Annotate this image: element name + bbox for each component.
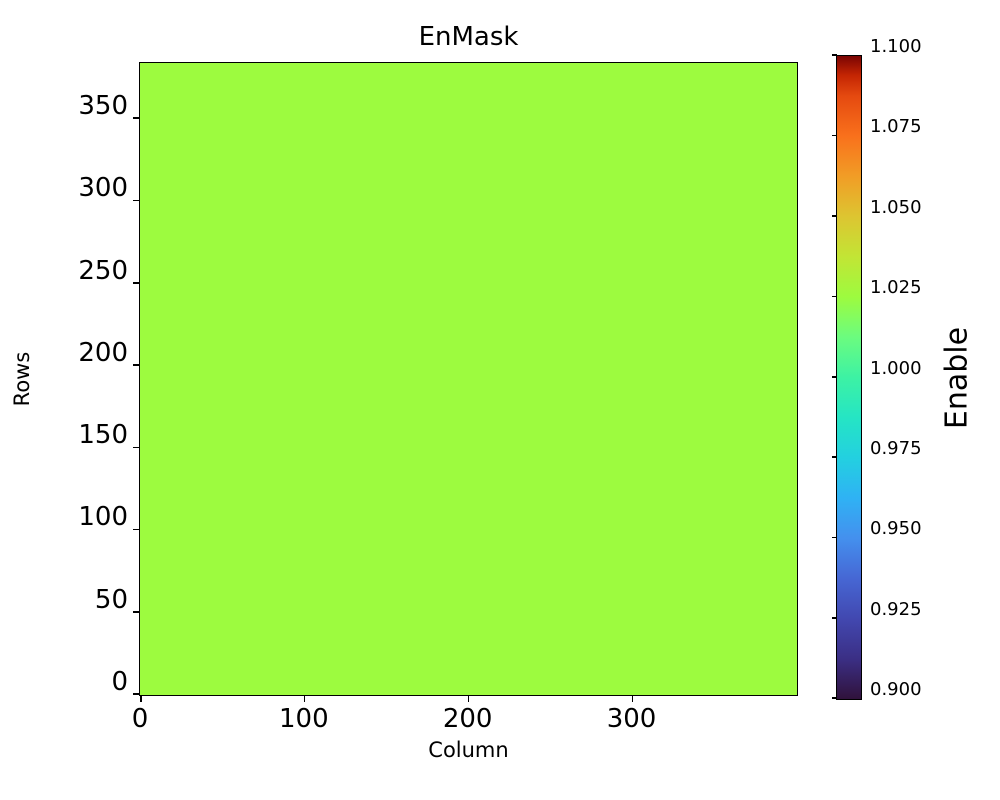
colorbar-tick: [832, 456, 837, 458]
colorbar-tick: [832, 134, 837, 137]
x-axis-tick-label: 200: [442, 704, 493, 734]
colorbar-tick: [832, 697, 837, 699]
y-axis-tick: [133, 693, 140, 695]
y-axis-tick-label: 350: [78, 90, 128, 121]
x-axis-label: Column: [428, 738, 509, 762]
x-axis-tick: [631, 695, 634, 702]
y-axis-tick: [133, 611, 140, 613]
colorbar-axes[interactable]: 0.900 0.925 0.950 0.975 1.000 1.025 1.050 1.075…: [832, 38, 922, 700]
colorbar-tick-label: 1.075: [870, 116, 922, 138]
y-axis-tick: [133, 446, 140, 449]
heatmap-axes[interactable]: 0 50 100 150 200 250 300 350 0 100 200 300: [78, 62, 798, 732]
x-axis-tick: [140, 695, 142, 702]
x-axis-tick-label: 300: [606, 704, 657, 734]
colorbar-tick-label: 1.100: [870, 36, 922, 57]
colorbar-tick-label: 0.975: [870, 437, 922, 459]
colorbar-tick: [832, 295, 837, 298]
colorbar-gradient: [837, 56, 861, 699]
y-axis-tick-label: 300: [78, 173, 128, 204]
y-axis-tick-label: 100: [78, 502, 128, 533]
y-axis-tick-label: 150: [78, 420, 128, 451]
page-title: EnMask: [418, 22, 519, 52]
x-axis-tick-label: 100: [279, 704, 329, 734]
y-axis-tick: [133, 117, 140, 119]
colorbar-label: Enable: [939, 326, 975, 430]
y-axis-tick-label: 0: [111, 667, 128, 697]
colorbar-tick: [832, 215, 837, 217]
y-axis-tick: [133, 364, 140, 366]
y-axis-label: Rows: [10, 351, 34, 407]
colorbar-tick-label: 1.050: [870, 196, 922, 218]
y-axis-tick-label: 250: [78, 255, 128, 286]
x-axis-tick: [303, 695, 306, 702]
colorbar-tick-label: 1.025: [870, 277, 922, 299]
x-axis-tick: [467, 695, 470, 702]
colorbar-tick: [832, 375, 837, 378]
y-axis-tick-label: 200: [78, 337, 128, 368]
y-axis-tick-label: 50: [94, 584, 128, 615]
colorbar-tick-label: 1.000: [870, 357, 922, 379]
x-axis-tick-label: 0: [131, 704, 149, 734]
heatmap-image[interactable]: [140, 63, 797, 695]
colorbar-tick: [832, 536, 837, 539]
colorbar-tick-label: 0.950: [870, 518, 922, 540]
y-axis-tick: [133, 281, 140, 284]
colorbar-tick-label: 0.900: [870, 679, 922, 700]
y-axis-tick: [133, 199, 140, 202]
colorbar-tick-label: 0.925: [870, 598, 922, 620]
y-axis-tick: [133, 528, 140, 531]
colorbar-tick: [832, 54, 837, 56]
colorbar-tick: [832, 617, 837, 619]
